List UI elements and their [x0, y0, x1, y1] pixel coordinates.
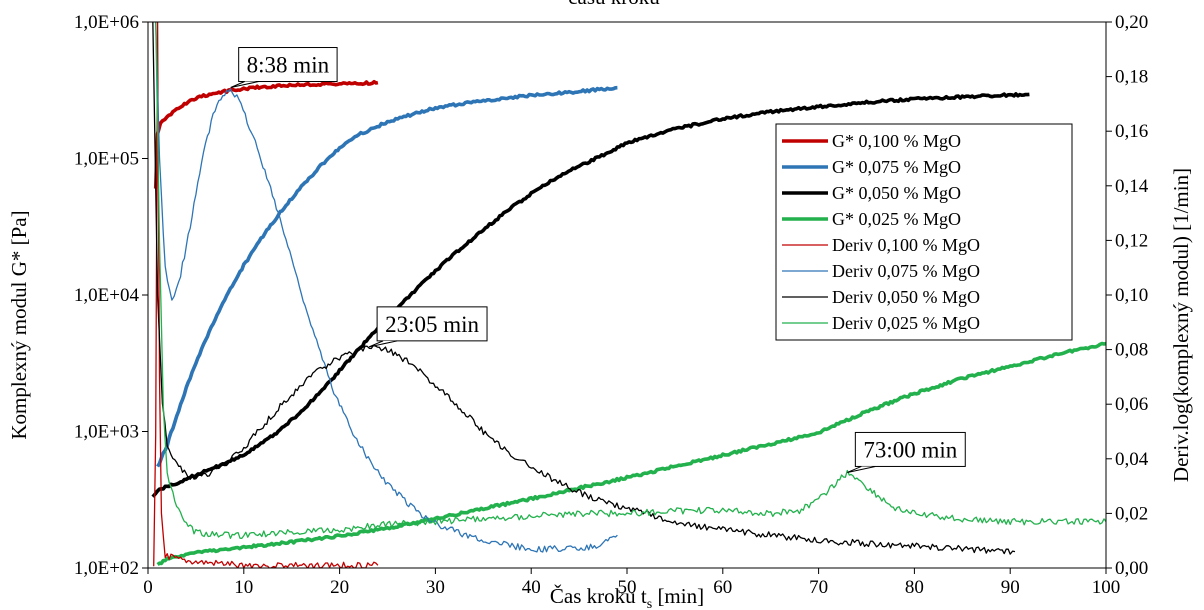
callout-pointer: [230, 81, 259, 89]
svg-text:73:00 min: 73:00 min: [863, 437, 957, 462]
callout-box: [854, 431, 966, 467]
svg-text:8:38 min: 8:38 min: [247, 53, 330, 78]
legend-label: Deriv 0,100 % MgO: [832, 235, 980, 255]
series-line: [151, 92, 1030, 498]
x-tick-label: 20: [330, 577, 349, 598]
y-right-tick-label: 0,06: [1115, 394, 1148, 415]
series-line: [153, 79, 379, 189]
x-tick-label: 50: [618, 577, 637, 598]
x-tick-label: 10: [234, 577, 253, 598]
series-line: [156, 85, 618, 468]
series-line: [156, 341, 1106, 567]
legend-label: G* 0,025 % MgO: [832, 209, 961, 229]
y-axis-right-title: Deriv.log(komplexný modul) [1/min]: [1169, 168, 1193, 482]
y-left-tick-label: 1,0E+03: [74, 422, 139, 443]
y-left-tick-label: 1,0E+05: [74, 149, 139, 170]
x-tick-label: 60: [713, 577, 732, 598]
legend-label: G* 0,100 % MgO: [832, 131, 961, 151]
callout: 73:00 min: [847, 431, 966, 473]
legend-label: G* 0,075 % MgO: [832, 157, 961, 177]
series-line: [155, 22, 618, 553]
x-tick-label: 30: [426, 577, 445, 598]
callout-box: [376, 306, 488, 342]
y-left-tick-label: 1,0E+06: [74, 12, 139, 33]
y-right-tick-label: 0,12: [1115, 230, 1148, 251]
chart-title: času kroku: [568, 0, 660, 9]
x-tick-label: 0: [143, 577, 153, 598]
y-right-tick-label: 0,02: [1115, 503, 1148, 524]
y-right-tick-label: 0,00: [1115, 558, 1148, 579]
series-line: [153, 22, 379, 568]
y-right-tick-label: 0,08: [1115, 340, 1148, 361]
axis-layer: 0 10 20 30 40 50 60 70 80 90 100 1,0E+02 1,0E+03 1,0E…: [74, 12, 1149, 598]
x-tick-label: 40: [522, 577, 541, 598]
x-tick-label: 100: [1092, 577, 1121, 598]
y-right-tick-label: 0,20: [1115, 12, 1148, 33]
y-axis-left-title: Komplexný modul G* [Pa]: [7, 210, 31, 439]
x-axis-title: Čas kroku ts [min]: [550, 584, 704, 610]
y-right-tick-label: 0,04: [1115, 449, 1149, 470]
callout-pointer: [847, 465, 876, 473]
series-layer: [151, 22, 1106, 568]
y-right-tick-label: 0,10: [1115, 285, 1148, 306]
legend: G* 0,100 % MgO G* 0,075 % MgO G* 0,050 % M…: [775, 123, 1073, 341]
callout: 23:05 min: [368, 306, 488, 348]
annotation-layer: 8:38 min 23:05 min 73:00 min: [230, 47, 966, 473]
legend-box: [775, 123, 1073, 341]
y-right-tick-label: 0,18: [1115, 67, 1148, 88]
series-line: [152, 22, 1016, 555]
y-right-tick-label: 0,14: [1115, 176, 1149, 197]
y-left-tick-label: 1,0E+04: [74, 285, 140, 306]
y-left-tick-label: 1,0E+02: [74, 558, 139, 579]
y-right-tick-label: 0,16: [1115, 121, 1148, 142]
legend-label: G* 0,050 % MgO: [832, 183, 961, 203]
svg-text:23:05 min: 23:05 min: [385, 312, 479, 337]
legend-label: Deriv 0,025 % MgO: [832, 313, 980, 333]
x-tick-label: 70: [809, 577, 828, 598]
legend-label: Deriv 0,050 % MgO: [832, 287, 980, 307]
series-line: [155, 22, 1106, 539]
x-tick-label: 80: [905, 577, 924, 598]
callout-pointer: [368, 340, 398, 348]
callout-box: [238, 47, 338, 83]
legend-label: Deriv 0,075 % MgO: [832, 261, 980, 281]
callout: 8:38 min: [230, 47, 338, 89]
x-tick-label: 90: [1001, 577, 1020, 598]
